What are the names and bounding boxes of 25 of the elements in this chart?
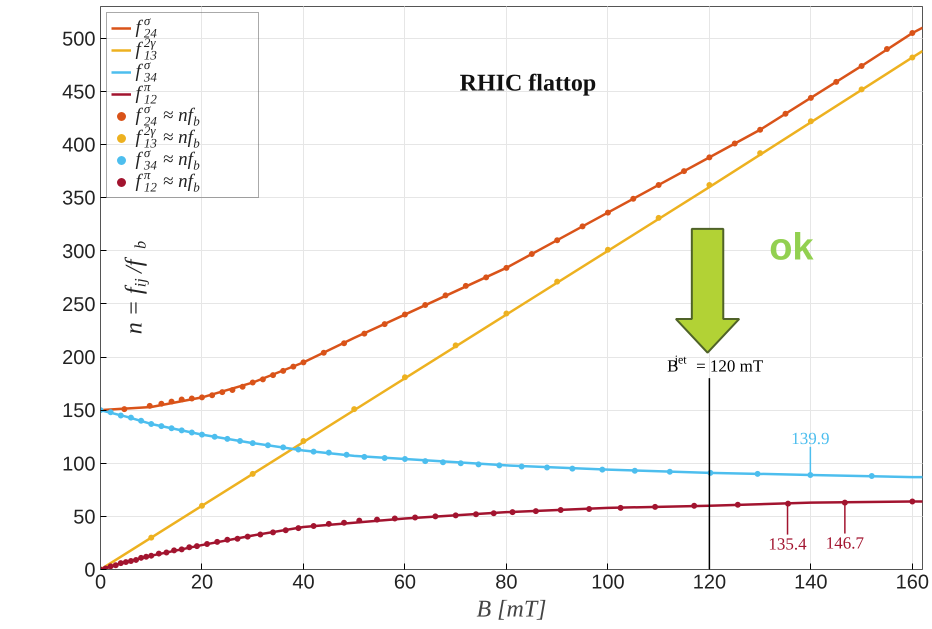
x-tick-label: 120 <box>692 572 726 594</box>
x-tick-label: 140 <box>794 572 828 594</box>
annotation: 135.4 <box>768 534 808 554</box>
text: RHIC flattop <box>460 70 596 97</box>
y-tick-label: 50 <box>73 506 96 528</box>
x-tick-label: 40 <box>292 572 315 594</box>
y-axis-title: n = fij/fb <box>122 240 150 334</box>
y-tick-label: 150 <box>62 400 96 422</box>
x-tick-label: 100 <box>591 572 625 594</box>
y-tick-label: 400 <box>62 134 96 157</box>
x-tick-label: 80 <box>495 572 518 594</box>
x-axis-title: B [mT] <box>476 596 547 622</box>
y-tick-label: 100 <box>62 453 96 476</box>
y-tick-label: 500 <box>62 28 96 50</box>
y-tick-label: 300 <box>62 240 96 263</box>
annotation: ok <box>769 226 814 268</box>
y-tick-label: 250 <box>62 294 96 316</box>
y-tick-label: 450 <box>62 81 96 104</box>
annotation: 146.7 <box>826 533 864 552</box>
y-tick-label: 200 <box>62 347 96 370</box>
x-tick-label: 160 <box>896 572 930 594</box>
x-tick-label: 60 <box>394 572 416 594</box>
annotation: 139.9 <box>791 428 830 448</box>
x-tick-label: 20 <box>190 572 214 594</box>
y-tick-label: 350 <box>62 188 96 210</box>
